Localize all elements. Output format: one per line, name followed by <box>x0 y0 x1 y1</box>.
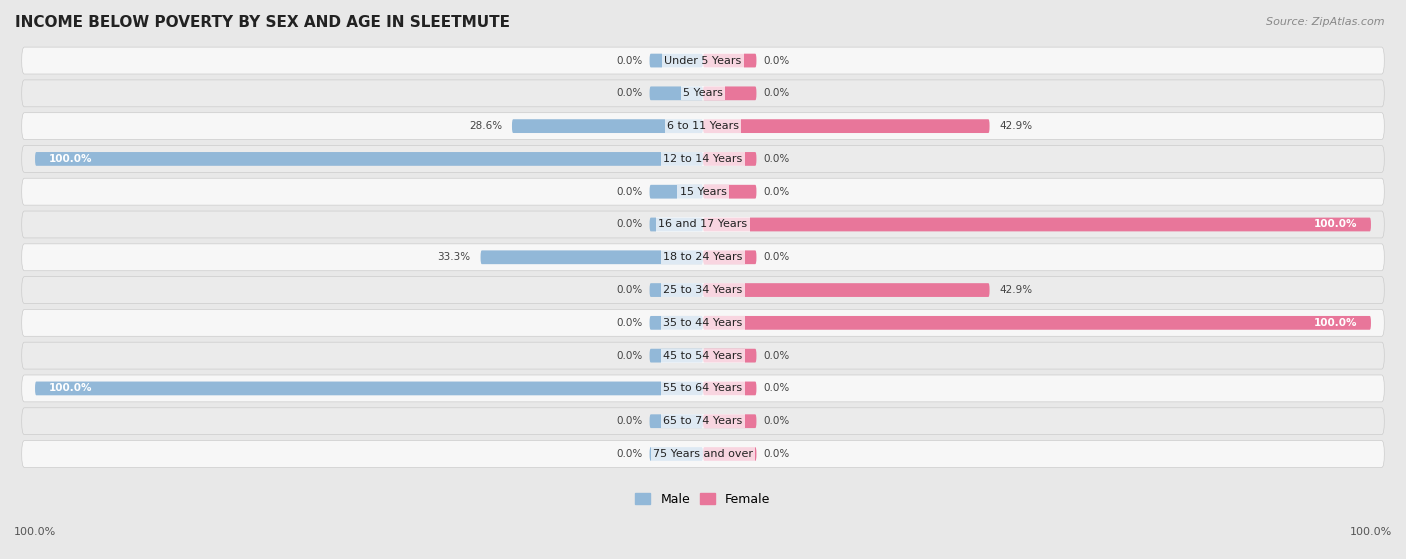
FancyBboxPatch shape <box>21 408 1385 435</box>
FancyBboxPatch shape <box>21 342 1385 369</box>
Text: 0.0%: 0.0% <box>763 55 789 65</box>
FancyBboxPatch shape <box>21 277 1385 304</box>
FancyBboxPatch shape <box>703 119 990 133</box>
Text: 33.3%: 33.3% <box>437 252 471 262</box>
Text: 28.6%: 28.6% <box>468 121 502 131</box>
Text: 0.0%: 0.0% <box>617 416 643 426</box>
Text: 0.0%: 0.0% <box>617 220 643 230</box>
FancyBboxPatch shape <box>21 47 1385 74</box>
FancyBboxPatch shape <box>650 447 703 461</box>
FancyBboxPatch shape <box>21 145 1385 172</box>
Text: 16 and 17 Years: 16 and 17 Years <box>658 220 748 230</box>
Text: 100.0%: 100.0% <box>1315 318 1358 328</box>
FancyBboxPatch shape <box>650 185 703 198</box>
Text: 6 to 11 Years: 6 to 11 Years <box>666 121 740 131</box>
Text: 0.0%: 0.0% <box>617 187 643 197</box>
Text: 0.0%: 0.0% <box>763 88 789 98</box>
Text: 0.0%: 0.0% <box>763 350 789 361</box>
Text: Under 5 Years: Under 5 Years <box>665 55 741 65</box>
Text: 35 to 44 Years: 35 to 44 Years <box>664 318 742 328</box>
FancyBboxPatch shape <box>703 54 756 68</box>
FancyBboxPatch shape <box>21 211 1385 238</box>
FancyBboxPatch shape <box>21 178 1385 205</box>
Legend: Male, Female: Male, Female <box>630 487 776 511</box>
Text: 12 to 14 Years: 12 to 14 Years <box>664 154 742 164</box>
FancyBboxPatch shape <box>703 185 756 198</box>
FancyBboxPatch shape <box>481 250 703 264</box>
FancyBboxPatch shape <box>703 447 756 461</box>
FancyBboxPatch shape <box>703 414 756 428</box>
FancyBboxPatch shape <box>650 414 703 428</box>
FancyBboxPatch shape <box>703 250 756 264</box>
Text: 45 to 54 Years: 45 to 54 Years <box>664 350 742 361</box>
Text: 42.9%: 42.9% <box>1000 285 1032 295</box>
Text: 0.0%: 0.0% <box>763 154 789 164</box>
Text: 25 to 34 Years: 25 to 34 Years <box>664 285 742 295</box>
FancyBboxPatch shape <box>35 382 703 395</box>
Text: 65 to 74 Years: 65 to 74 Years <box>664 416 742 426</box>
FancyBboxPatch shape <box>650 283 703 297</box>
Text: 0.0%: 0.0% <box>617 88 643 98</box>
FancyBboxPatch shape <box>21 244 1385 271</box>
FancyBboxPatch shape <box>703 283 990 297</box>
Text: 0.0%: 0.0% <box>617 55 643 65</box>
Text: 0.0%: 0.0% <box>763 187 789 197</box>
FancyBboxPatch shape <box>650 316 703 330</box>
Text: INCOME BELOW POVERTY BY SEX AND AGE IN SLEETMUTE: INCOME BELOW POVERTY BY SEX AND AGE IN S… <box>15 15 510 30</box>
Text: 100.0%: 100.0% <box>48 383 91 394</box>
FancyBboxPatch shape <box>703 349 756 363</box>
FancyBboxPatch shape <box>703 217 1371 231</box>
Text: 100.0%: 100.0% <box>48 154 91 164</box>
Text: 0.0%: 0.0% <box>617 318 643 328</box>
Text: 0.0%: 0.0% <box>763 449 789 459</box>
FancyBboxPatch shape <box>21 113 1385 140</box>
FancyBboxPatch shape <box>650 54 703 68</box>
Text: 55 to 64 Years: 55 to 64 Years <box>664 383 742 394</box>
FancyBboxPatch shape <box>703 316 1371 330</box>
Text: Source: ZipAtlas.com: Source: ZipAtlas.com <box>1267 17 1385 27</box>
FancyBboxPatch shape <box>703 382 756 395</box>
Text: 0.0%: 0.0% <box>617 350 643 361</box>
FancyBboxPatch shape <box>21 375 1385 402</box>
Text: 42.9%: 42.9% <box>1000 121 1032 131</box>
FancyBboxPatch shape <box>650 349 703 363</box>
FancyBboxPatch shape <box>650 87 703 100</box>
Text: 0.0%: 0.0% <box>763 252 789 262</box>
FancyBboxPatch shape <box>21 310 1385 337</box>
Text: 75 Years and over: 75 Years and over <box>652 449 754 459</box>
Text: 100.0%: 100.0% <box>14 527 56 537</box>
FancyBboxPatch shape <box>703 87 756 100</box>
FancyBboxPatch shape <box>512 119 703 133</box>
Text: 0.0%: 0.0% <box>617 285 643 295</box>
Text: 0.0%: 0.0% <box>617 449 643 459</box>
FancyBboxPatch shape <box>21 80 1385 107</box>
FancyBboxPatch shape <box>21 440 1385 467</box>
FancyBboxPatch shape <box>703 152 756 166</box>
Text: 100.0%: 100.0% <box>1315 220 1358 230</box>
Text: 18 to 24 Years: 18 to 24 Years <box>664 252 742 262</box>
Text: 15 Years: 15 Years <box>679 187 727 197</box>
Text: 0.0%: 0.0% <box>763 383 789 394</box>
FancyBboxPatch shape <box>35 152 703 166</box>
Text: 5 Years: 5 Years <box>683 88 723 98</box>
Text: 0.0%: 0.0% <box>763 416 789 426</box>
Text: 100.0%: 100.0% <box>1350 527 1392 537</box>
FancyBboxPatch shape <box>650 217 703 231</box>
